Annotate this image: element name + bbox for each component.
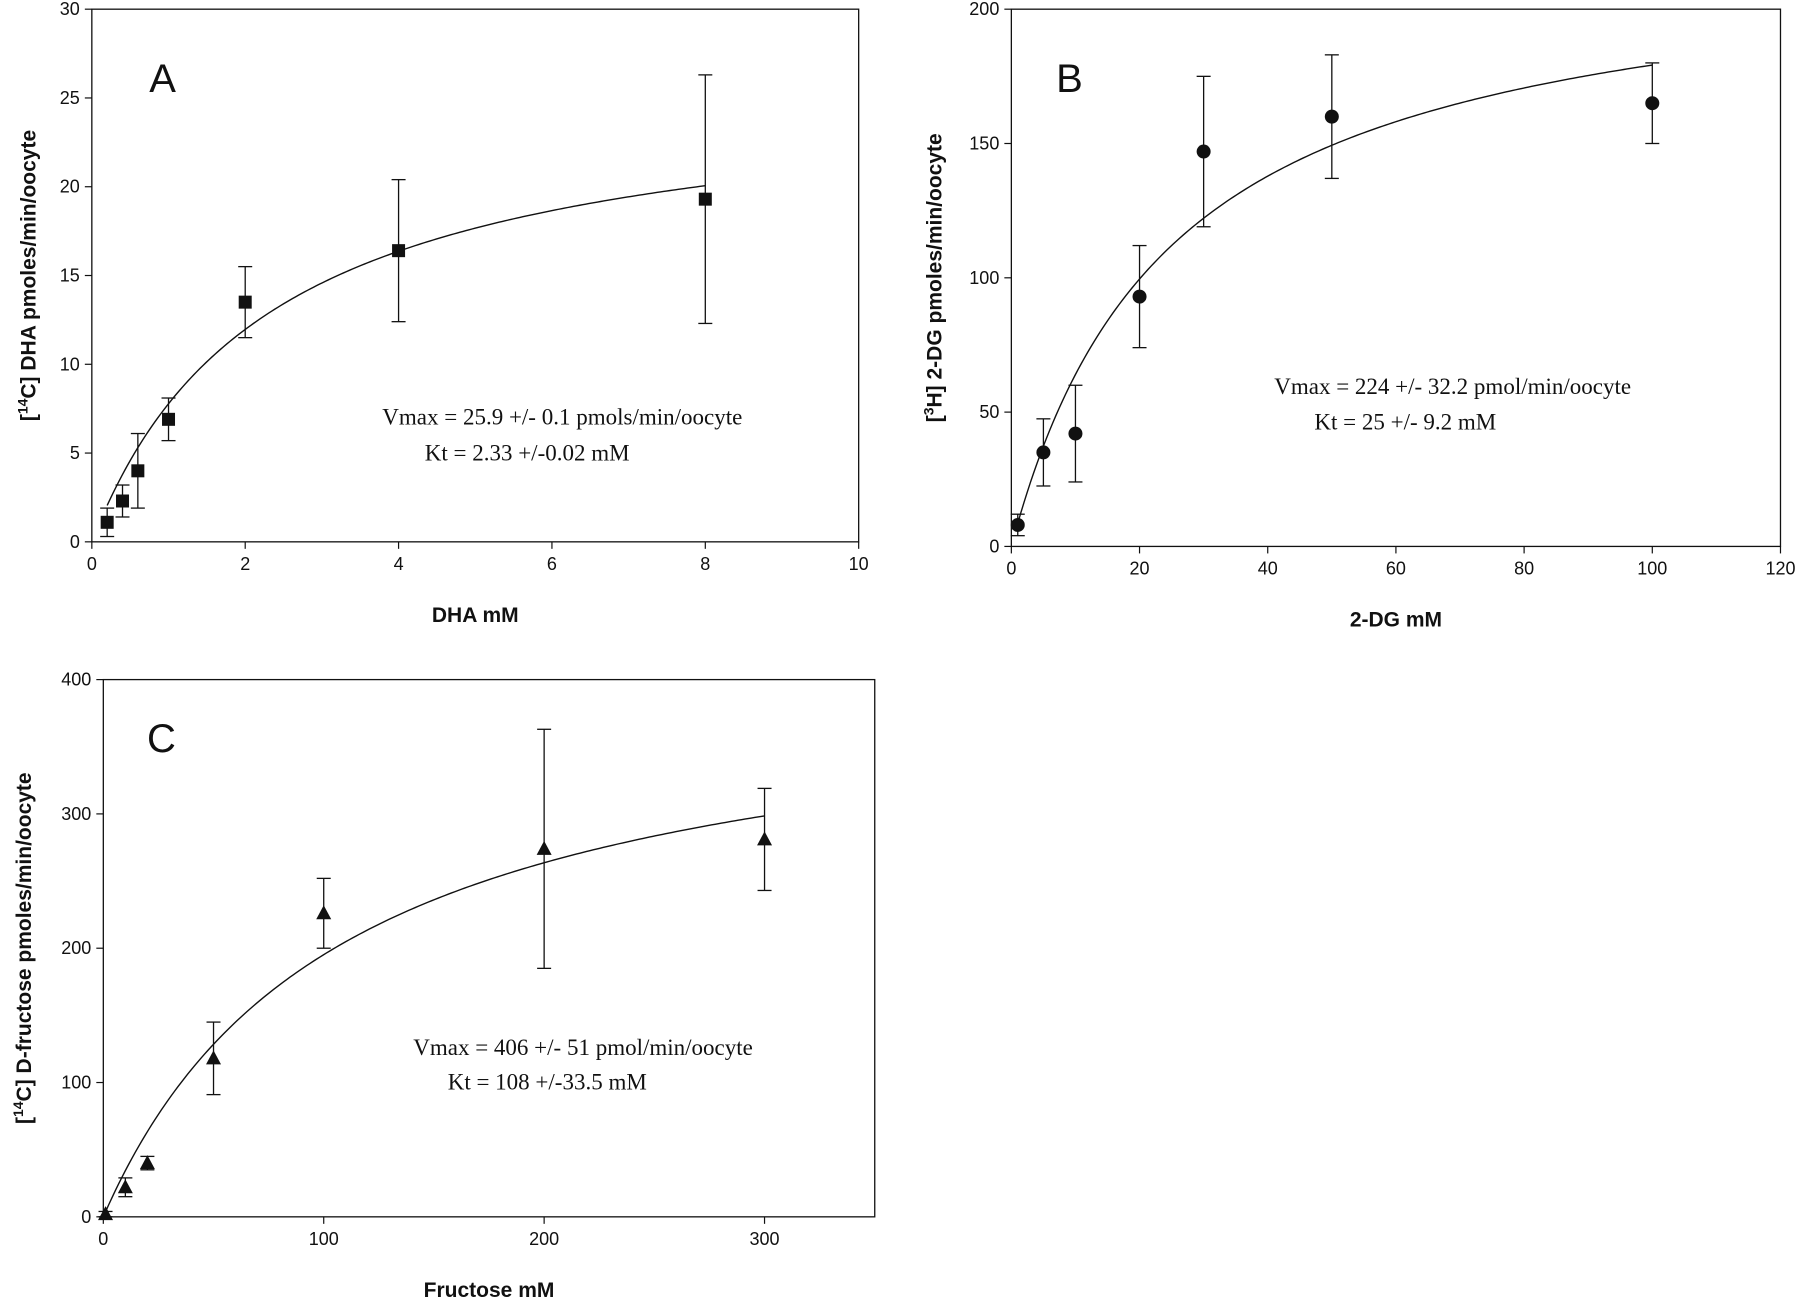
x-tick-label: 0 bbox=[98, 1229, 108, 1249]
panel-label: A bbox=[149, 57, 176, 101]
data-point bbox=[1068, 426, 1083, 441]
y-tick-label: 0 bbox=[70, 532, 80, 552]
data-point bbox=[116, 494, 130, 508]
y-tick-label: 400 bbox=[61, 670, 91, 690]
fit-annotation: Kt = 2.33 +/-0.02 mM bbox=[425, 440, 630, 465]
data-point bbox=[536, 840, 552, 855]
data-point bbox=[139, 1155, 155, 1170]
y-axis-label-part: H] 2-DG pmoles/min/oocyte bbox=[923, 133, 946, 407]
data-point bbox=[1645, 96, 1660, 111]
y-axis-label-sup: 3 bbox=[920, 407, 936, 415]
x-tick-label: 80 bbox=[1514, 558, 1534, 578]
fit-annotation: Kt = 25 +/- 9.2 mM bbox=[1314, 409, 1496, 434]
y-tick-label: 10 bbox=[60, 354, 80, 374]
y-axis-label-part: [ bbox=[18, 414, 41, 421]
fit-annotation: Vmax = 224 +/- 32.2 pmol/min/oocyte bbox=[1274, 374, 1631, 399]
y-tick-label: 30 bbox=[60, 0, 80, 19]
data-point bbox=[162, 412, 176, 426]
x-axis-label: Fructose mM bbox=[424, 1279, 555, 1302]
x-tick-label: 0 bbox=[1006, 558, 1016, 578]
x-tick-label: 4 bbox=[394, 554, 404, 574]
data-point bbox=[117, 1179, 133, 1194]
x-tick-label: 60 bbox=[1386, 558, 1406, 578]
data-point bbox=[757, 831, 773, 846]
y-axis-label-part: C] D-fructose pmoles/min/oocyte bbox=[13, 772, 36, 1101]
data-point bbox=[392, 244, 406, 258]
y-tick-label: 100 bbox=[969, 268, 999, 288]
y-axis-label-part: [ bbox=[13, 1117, 36, 1124]
x-tick-label: 2 bbox=[240, 554, 250, 574]
plot-frame bbox=[1010, 8, 1782, 548]
x-axis-label: 2-DG mM bbox=[1350, 608, 1442, 631]
y-tick-label: 0 bbox=[81, 1207, 91, 1227]
panel-label: C bbox=[147, 717, 176, 761]
panel-label: B bbox=[1056, 57, 1083, 101]
x-tick-label: 300 bbox=[750, 1229, 780, 1249]
data-point bbox=[1010, 517, 1025, 532]
data-point bbox=[698, 192, 712, 206]
y-axis-label: [14C] D-fructose pmoles/min/oocyte bbox=[10, 772, 36, 1124]
y-tick-label: 150 bbox=[969, 133, 999, 153]
x-tick-label: 200 bbox=[529, 1229, 559, 1249]
x-tick-label: 40 bbox=[1258, 558, 1278, 578]
fit-curve bbox=[106, 185, 706, 506]
fit-annotation: Kt = 108 +/-33.5 mM bbox=[448, 1069, 647, 1094]
x-tick-label: 100 bbox=[309, 1229, 339, 1249]
fit-annotation: Vmax = 406 +/- 51 pmol/min/oocyte bbox=[413, 1035, 753, 1060]
data-point bbox=[98, 1206, 114, 1221]
y-axis-label-sup: 14 bbox=[10, 1101, 26, 1117]
data-point bbox=[100, 515, 114, 529]
y-axis-label: [3H] 2-DG pmoles/min/oocyte bbox=[920, 133, 946, 422]
fit-annotation: Vmax = 25.9 +/- 0.1 pmols/min/oocyte bbox=[382, 405, 742, 430]
x-tick-label: 0 bbox=[87, 554, 97, 574]
x-tick-label: 20 bbox=[1130, 558, 1150, 578]
y-axis-label-part: C] DHA pmoles/min/oocyte bbox=[18, 130, 41, 399]
fit-curve bbox=[104, 815, 765, 1213]
y-axis-label-part: [ bbox=[923, 415, 946, 422]
y-tick-label: 200 bbox=[969, 0, 999, 19]
data-point bbox=[131, 464, 145, 478]
data-point bbox=[1036, 445, 1051, 460]
y-tick-label: 100 bbox=[61, 1073, 91, 1093]
x-tick-label: 100 bbox=[1637, 558, 1667, 578]
x-tick-label: 6 bbox=[547, 554, 557, 574]
y-tick-label: 25 bbox=[60, 88, 80, 108]
y-axis-label-sup: 14 bbox=[15, 398, 31, 414]
x-axis-label: DHA mM bbox=[432, 604, 519, 627]
data-point bbox=[238, 295, 252, 309]
y-axis-label: [14C] DHA pmoles/min/oocyte bbox=[15, 130, 41, 421]
data-point bbox=[1132, 289, 1147, 304]
x-tick-label: 8 bbox=[700, 554, 710, 574]
y-tick-label: 300 bbox=[61, 804, 91, 824]
x-tick-label: 10 bbox=[849, 554, 869, 574]
y-tick-label: 200 bbox=[61, 938, 91, 958]
y-tick-label: 0 bbox=[989, 536, 999, 556]
data-point bbox=[206, 1050, 222, 1065]
x-tick-label: 120 bbox=[1765, 558, 1795, 578]
fit-curve bbox=[1017, 64, 1653, 524]
data-point bbox=[1324, 109, 1339, 124]
y-tick-label: 20 bbox=[60, 177, 80, 197]
data-point bbox=[1196, 144, 1211, 159]
y-tick-label: 15 bbox=[60, 266, 80, 286]
y-tick-label: 50 bbox=[979, 402, 999, 422]
plot-frame bbox=[102, 678, 876, 1218]
data-point bbox=[316, 905, 332, 920]
y-tick-label: 5 bbox=[70, 443, 80, 463]
